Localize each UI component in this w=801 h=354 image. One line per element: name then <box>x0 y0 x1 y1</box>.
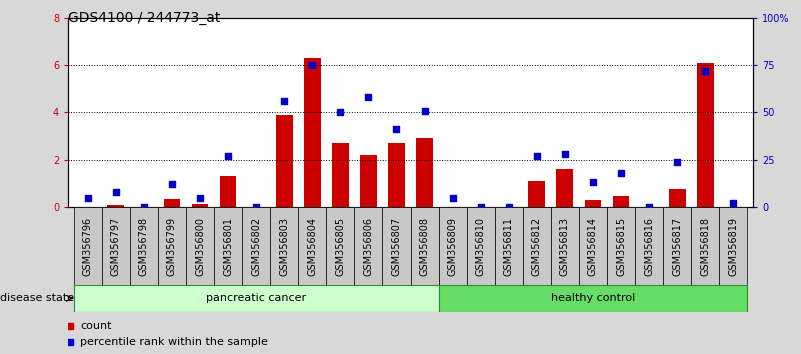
Text: GSM356806: GSM356806 <box>364 217 373 275</box>
Point <box>558 151 571 157</box>
Text: pancreatic cancer: pancreatic cancer <box>206 293 306 303</box>
Point <box>614 170 627 176</box>
Bar <box>354 207 382 285</box>
Text: GSM356807: GSM356807 <box>392 216 401 276</box>
Point <box>362 95 375 100</box>
Text: GSM356797: GSM356797 <box>111 216 121 276</box>
Bar <box>410 207 439 285</box>
Bar <box>551 207 579 285</box>
Bar <box>186 207 214 285</box>
Bar <box>529 181 545 207</box>
Bar <box>697 63 714 207</box>
Point <box>390 127 403 132</box>
Text: GSM356803: GSM356803 <box>280 217 289 275</box>
Bar <box>691 207 719 285</box>
Text: GSM356798: GSM356798 <box>139 216 149 276</box>
Point <box>698 68 711 74</box>
Point <box>727 200 739 206</box>
Text: GSM356799: GSM356799 <box>167 216 177 276</box>
Text: GSM356802: GSM356802 <box>252 216 261 276</box>
Text: GSM356815: GSM356815 <box>616 216 626 276</box>
Point <box>278 98 291 104</box>
Text: GSM356817: GSM356817 <box>672 216 682 276</box>
Point <box>222 153 235 159</box>
Point <box>502 204 515 210</box>
Bar <box>191 204 208 207</box>
Bar <box>388 143 405 207</box>
Bar <box>74 285 439 312</box>
Point <box>110 189 123 195</box>
Point <box>586 179 599 185</box>
Bar <box>613 196 630 207</box>
Text: healthy control: healthy control <box>551 293 635 303</box>
Bar <box>163 199 180 207</box>
Text: GDS4100 / 244773_at: GDS4100 / 244773_at <box>68 11 220 25</box>
Point <box>250 204 263 210</box>
Point <box>166 182 179 187</box>
Point <box>334 110 347 115</box>
Point <box>82 195 95 200</box>
Bar <box>107 205 124 207</box>
Bar <box>219 176 236 207</box>
Bar <box>360 155 376 207</box>
Point <box>474 204 487 210</box>
Bar <box>242 207 270 285</box>
Text: GSM356808: GSM356808 <box>420 217 429 275</box>
Text: GSM356813: GSM356813 <box>560 217 570 275</box>
Text: GSM356804: GSM356804 <box>308 217 317 275</box>
Text: GSM356818: GSM356818 <box>700 217 710 275</box>
Text: GSM356814: GSM356814 <box>588 217 598 275</box>
Bar <box>298 207 326 285</box>
Bar <box>557 169 574 207</box>
Bar <box>585 200 602 207</box>
Bar <box>158 207 186 285</box>
Point <box>138 204 151 210</box>
Text: GSM356809: GSM356809 <box>448 217 457 275</box>
Text: GSM356796: GSM356796 <box>83 216 93 276</box>
Bar <box>276 115 292 207</box>
Bar <box>270 207 298 285</box>
Text: GSM356801: GSM356801 <box>223 217 233 275</box>
Bar <box>74 207 102 285</box>
Text: GSM356805: GSM356805 <box>336 216 345 276</box>
Point <box>194 195 207 200</box>
Bar <box>326 207 354 285</box>
Point <box>670 159 683 165</box>
Text: count: count <box>80 321 111 331</box>
Text: GSM356812: GSM356812 <box>532 216 541 276</box>
Point <box>446 195 459 200</box>
Text: GSM356811: GSM356811 <box>504 217 513 275</box>
Text: GSM356816: GSM356816 <box>644 217 654 275</box>
Bar <box>439 285 747 312</box>
Point <box>418 108 431 113</box>
Text: GSM356819: GSM356819 <box>728 217 739 275</box>
Bar <box>304 58 320 207</box>
Text: disease state: disease state <box>0 293 74 303</box>
Bar <box>607 207 635 285</box>
Bar <box>130 207 158 285</box>
Bar <box>439 207 467 285</box>
Bar <box>669 189 686 207</box>
Bar <box>635 207 663 285</box>
Bar <box>523 207 551 285</box>
Point <box>306 62 319 68</box>
Bar <box>382 207 410 285</box>
Bar <box>214 207 242 285</box>
Text: GSM356810: GSM356810 <box>476 217 485 275</box>
Bar <box>719 207 747 285</box>
Bar <box>102 207 130 285</box>
Text: percentile rank within the sample: percentile rank within the sample <box>80 337 268 347</box>
Bar <box>467 207 495 285</box>
Point <box>530 153 543 159</box>
Point <box>642 204 655 210</box>
Bar <box>579 207 607 285</box>
Bar <box>663 207 691 285</box>
Bar <box>495 207 523 285</box>
Bar <box>332 143 348 207</box>
Text: GSM356800: GSM356800 <box>195 217 205 275</box>
Bar <box>417 138 433 207</box>
